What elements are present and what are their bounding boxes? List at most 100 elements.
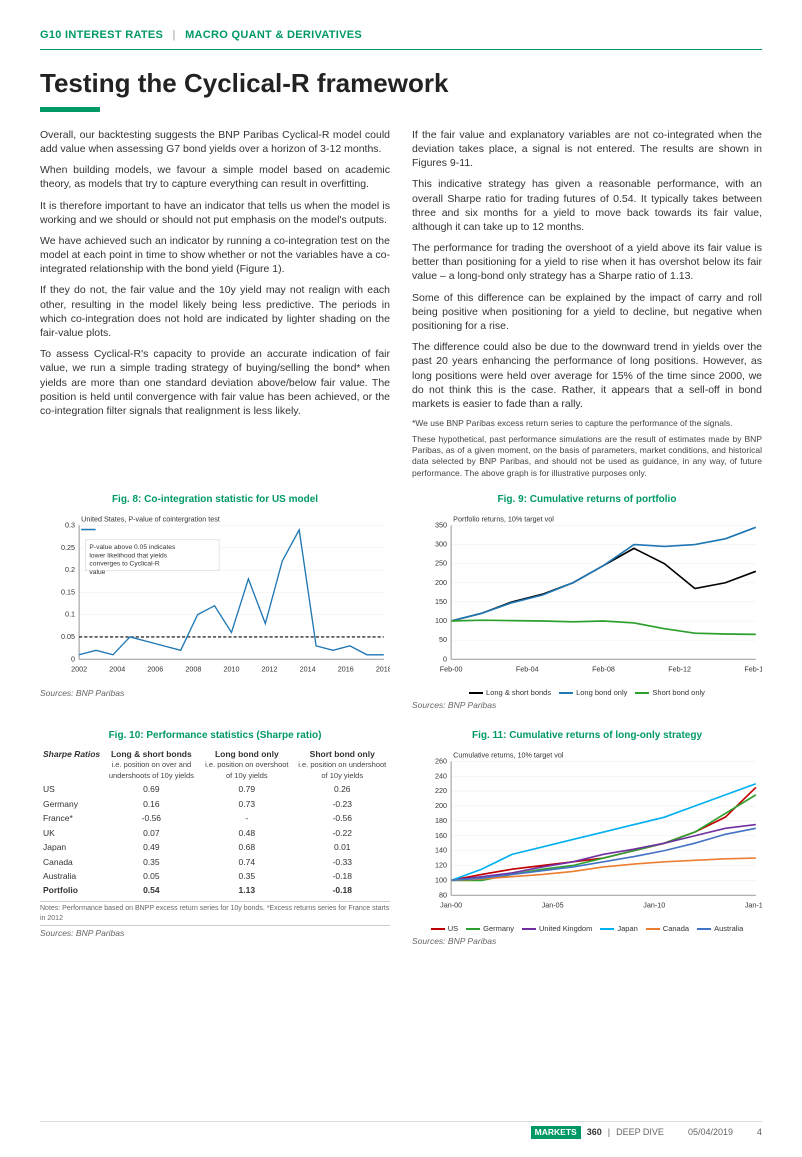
para: To assess Cyclical-R's capacity to provi…: [40, 347, 390, 418]
svg-text:120: 120: [435, 861, 447, 870]
svg-text:Jan-15: Jan-15: [745, 901, 762, 910]
svg-text:2008: 2008: [185, 664, 201, 673]
svg-text:Jan-00: Jan-00: [440, 901, 462, 910]
fig11-title: Fig. 11: Cumulative returns of long-only…: [412, 729, 762, 743]
right-column: If the fair value and explanatory variab…: [412, 128, 762, 483]
svg-text:0.2: 0.2: [65, 565, 75, 574]
fig10-block: Fig. 10: Performance statistics (Sharpe …: [40, 719, 390, 947]
svg-text:200: 200: [435, 801, 447, 810]
para: We have achieved such an indicator by ru…: [40, 234, 390, 277]
para: It is therefore important to have an ind…: [40, 199, 390, 227]
body-columns: Overall, our backtesting suggests the BN…: [40, 128, 762, 483]
svg-text:100: 100: [435, 875, 447, 884]
svg-text:0: 0: [443, 654, 447, 663]
left-column: Overall, our backtesting suggests the BN…: [40, 128, 390, 483]
svg-text:value: value: [89, 569, 105, 576]
fig11-block: Fig. 11: Cumulative returns of long-only…: [412, 719, 762, 947]
svg-text:2016: 2016: [338, 664, 354, 673]
svg-text:Feb-12: Feb-12: [668, 664, 691, 673]
figure-row-2: Fig. 10: Performance statistics (Sharpe …: [40, 719, 762, 947]
para: Some of this difference can be explained…: [412, 291, 762, 334]
svg-text:80: 80: [439, 890, 447, 899]
svg-text:0.25: 0.25: [61, 543, 75, 552]
svg-text:2014: 2014: [300, 664, 316, 673]
svg-text:250: 250: [435, 559, 447, 568]
footer-pipe: |: [608, 1126, 610, 1138]
figure-row-1: Fig. 8: Co-integration statistic for US …: [40, 483, 762, 711]
para: The performance for trading the overshoo…: [412, 241, 762, 284]
footnote: These hypothetical, past performance sim…: [412, 434, 762, 480]
svg-text:180: 180: [435, 816, 447, 825]
svg-text:Feb-16: Feb-16: [744, 664, 762, 673]
svg-text:2010: 2010: [223, 664, 239, 673]
svg-text:Portfolio returns, 10% target: Portfolio returns, 10% target vol: [453, 514, 554, 523]
svg-text:2018: 2018: [376, 664, 390, 673]
fig9-block: Fig. 9: Cumulative returns of portfolio …: [412, 483, 762, 711]
svg-text:lower likelihood that yields: lower likelihood that yields: [89, 552, 167, 559]
svg-text:Feb-00: Feb-00: [440, 664, 463, 673]
page-footer: MARKETS 360 | DEEP DIVE 05/04/2019 4: [40, 1121, 762, 1139]
svg-text:260: 260: [435, 756, 447, 765]
fig8-chart: 0 0.05 0.1 0.15 0.2 0.25 0.3 2002 2004 2006 2008 20…: [40, 511, 390, 686]
footer-date: 05/04/2019: [688, 1126, 733, 1138]
svg-text:220: 220: [435, 786, 447, 795]
svg-text:300: 300: [435, 539, 447, 548]
fig10-table: Sharpe RatiosLong & short bondsi.e. posi…: [40, 747, 390, 898]
header-right: MACRO QUANT & DERIVATIVES: [185, 29, 362, 41]
fig11-source: Sources: BNP Paribas: [412, 936, 762, 947]
fig9-title: Fig. 9: Cumulative returns of portfolio: [412, 493, 762, 507]
svg-text:0.05: 0.05: [61, 632, 75, 641]
footer-page: 4: [757, 1126, 762, 1138]
svg-text:0.15: 0.15: [61, 587, 75, 596]
svg-text:0.1: 0.1: [65, 610, 75, 619]
fig9-source: Sources: BNP Paribas: [412, 700, 762, 711]
footer-section: DEEP DIVE: [616, 1126, 664, 1138]
para: If they do not, the fair value and the 1…: [40, 283, 390, 340]
fig9-legend: Long & short bondsLong bond onlyShort bo…: [412, 688, 762, 698]
svg-text:Cumulative returns, 10% target: Cumulative returns, 10% target vol: [453, 750, 564, 759]
para: The difference could also be due to the …: [412, 340, 762, 411]
svg-text:2002: 2002: [71, 664, 87, 673]
fig10-title: Fig. 10: Performance statistics (Sharpe …: [40, 729, 390, 743]
para: This indicative strategy has given a rea…: [412, 177, 762, 234]
para: When building models, we favour a simple…: [40, 163, 390, 191]
svg-text:0: 0: [71, 654, 75, 663]
para: Overall, our backtesting suggests the BN…: [40, 128, 390, 156]
fig8-block: Fig. 8: Co-integration statistic for US …: [40, 483, 390, 711]
svg-text:350: 350: [435, 520, 447, 529]
svg-text:2006: 2006: [147, 664, 163, 673]
svg-text:0.3: 0.3: [65, 520, 75, 529]
header-separator: |: [173, 29, 176, 41]
svg-text:140: 140: [435, 846, 447, 855]
svg-text:2004: 2004: [109, 664, 125, 673]
svg-text:2012: 2012: [262, 664, 278, 673]
page-header: G10 INTEREST RATES | MACRO QUANT & DERIV…: [40, 28, 762, 50]
footer-brand: MARKETS: [531, 1126, 581, 1139]
fig10-source: Sources: BNP Paribas: [40, 928, 390, 939]
footer-360: 360: [587, 1126, 602, 1138]
svg-text:150: 150: [435, 597, 447, 606]
svg-text:Jan-10: Jan-10: [643, 901, 665, 910]
svg-text:240: 240: [435, 771, 447, 780]
svg-text:50: 50: [439, 635, 447, 644]
footnote: *We use BNP Paribas excess return series…: [412, 418, 762, 429]
svg-text:100: 100: [435, 616, 447, 625]
svg-text:converges to Cyclical-R: converges to Cyclical-R: [89, 560, 159, 567]
para: If the fair value and explanatory variab…: [412, 128, 762, 171]
fig8-source: Sources: BNP Paribas: [40, 688, 390, 699]
header-left: G10 INTEREST RATES: [40, 29, 163, 41]
svg-text:200: 200: [435, 578, 447, 587]
svg-text:Feb-04: Feb-04: [516, 664, 539, 673]
svg-text:United States, P-value of coin: United States, P-value of cointergration…: [81, 514, 220, 523]
svg-text:Jan-05: Jan-05: [542, 901, 564, 910]
fig10-notes: Notes: Performance based on BNPP excess …: [40, 901, 390, 926]
fig11-chart: 80 100 120 140 160 180 200 220 240 260 Jan-00 Jan-0…: [412, 747, 762, 922]
svg-text:160: 160: [435, 831, 447, 840]
fig11-legend: USGermanyUnited KingdomJapanCanadaAustra…: [412, 924, 762, 934]
fig9-chart: 0 50 100 150 200 250 300 350 Feb-00 Feb-04 Feb-08 F…: [412, 511, 762, 686]
title-underline: [40, 107, 100, 112]
svg-text:P-value above 0.05 indicates: P-value above 0.05 indicates: [89, 544, 176, 551]
fig8-title: Fig. 8: Co-integration statistic for US …: [40, 493, 390, 507]
svg-text:Feb-08: Feb-08: [592, 664, 615, 673]
page-title: Testing the Cyclical-R framework: [40, 66, 762, 101]
